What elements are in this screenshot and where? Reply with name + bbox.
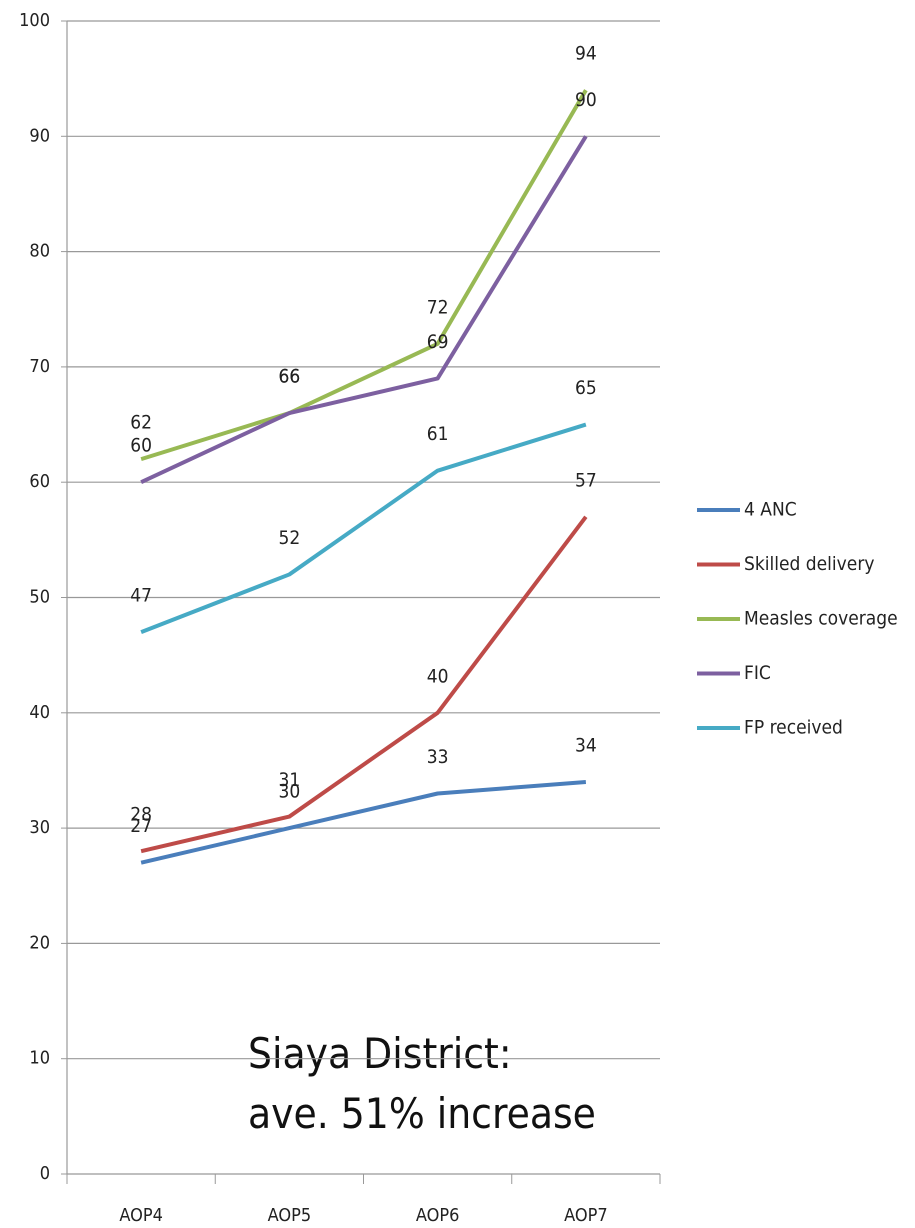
series-line — [140, 135, 588, 485]
data-label: 66 — [279, 366, 301, 388]
series-line — [140, 515, 588, 854]
series-line — [140, 89, 588, 462]
y-tick-label: 70 — [29, 356, 50, 377]
data-label: 61 — [427, 423, 449, 445]
x-tick-label: AOP7 — [564, 1205, 608, 1226]
y-tick-label: 30 — [29, 817, 50, 838]
data-label: 94 — [575, 43, 597, 65]
legend-label: Skilled delivery — [744, 553, 874, 575]
data-label: 66 — [279, 366, 301, 388]
y-tick-label: 90 — [29, 125, 50, 146]
y-tick-label: 60 — [29, 471, 50, 492]
data-label: 52 — [279, 527, 301, 549]
legend-label: 4 ANC — [744, 499, 797, 521]
data-label: 69 — [427, 331, 449, 353]
data-label: 33 — [427, 746, 449, 768]
series-line — [140, 422, 587, 634]
data-label: 65 — [575, 377, 597, 399]
y-tick-label: 80 — [29, 241, 50, 262]
data-label: 47 — [130, 585, 152, 607]
series-line — [140, 779, 587, 865]
legend-label: FIC — [744, 662, 771, 684]
data-label: 34 — [575, 734, 597, 756]
data-label: 28 — [130, 804, 152, 826]
data-label: 30 — [279, 781, 301, 803]
data-label: 31 — [279, 769, 301, 791]
annotation: Siaya District: — [248, 1029, 512, 1078]
data-label: 72 — [427, 296, 449, 318]
data-label: 40 — [427, 665, 449, 687]
x-tick-label: AOP4 — [119, 1205, 163, 1226]
legend-label: Measles coverage — [744, 608, 898, 630]
x-tick-label: AOP6 — [416, 1205, 460, 1226]
y-tick-label: 0 — [40, 1163, 50, 1184]
data-label: 57 — [575, 469, 597, 491]
data-label: 27 — [130, 815, 152, 837]
annotation: ave. 51% increase — [248, 1089, 596, 1138]
data-label: 62 — [130, 412, 152, 434]
x-tick-label: AOP5 — [268, 1205, 312, 1226]
y-tick-label: 40 — [29, 702, 50, 723]
data-label: 90 — [575, 89, 597, 111]
y-tick-label: 10 — [29, 1048, 50, 1069]
y-tick-label: 50 — [29, 587, 50, 608]
data-label: 60 — [130, 435, 152, 457]
y-tick-label: 20 — [29, 932, 50, 953]
y-tick-label: 100 — [19, 10, 50, 31]
legend-label: FP received — [744, 717, 843, 739]
